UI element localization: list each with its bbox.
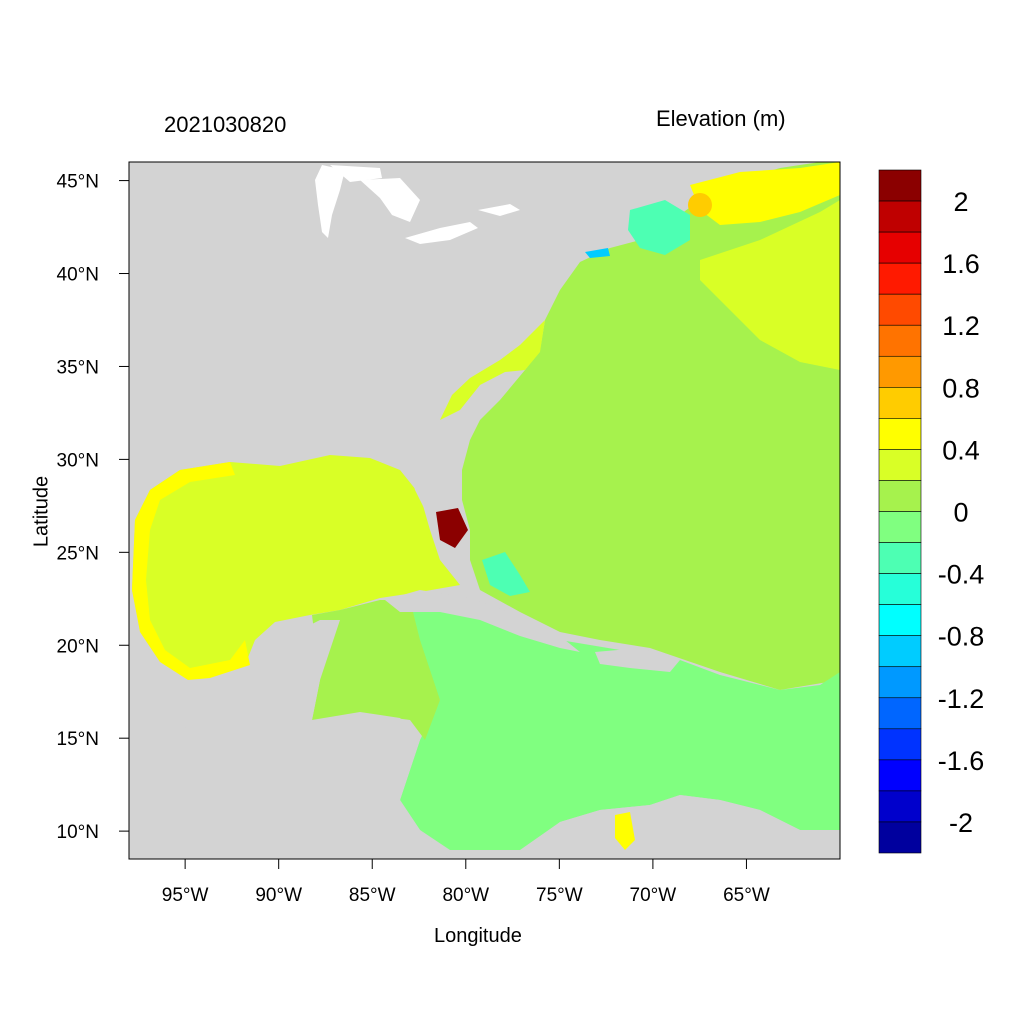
cuba: [385, 590, 580, 652]
x-tick-label: 75°W: [536, 885, 583, 906]
colorbar-swatch: [878, 666, 922, 699]
colorbar-swatch: [878, 262, 922, 295]
colorbar-swatch: [878, 728, 922, 761]
colorbar-label: -1.2: [938, 684, 985, 714]
gulf-coast-yellow: [132, 462, 250, 680]
colorbar-label: -1.6: [938, 746, 985, 776]
colorbar-swatch: [878, 387, 922, 419]
colorbar-label: 1.2: [942, 311, 980, 341]
variable-title: Elevation (m): [656, 106, 786, 131]
colorbar-label: 0.8: [942, 373, 980, 403]
colorbar-label: 1.6: [942, 249, 980, 279]
colorbar-label: 2: [953, 187, 968, 217]
y-tick-label: 30°N: [57, 450, 99, 471]
maracaibo-lake: [615, 812, 635, 850]
great-lakes: [315, 165, 520, 244]
x-tick-label: 65°W: [723, 885, 770, 906]
y-tick-label: 25°N: [57, 543, 99, 564]
colorbar-label: 0: [953, 498, 968, 528]
colorbar: 2 1.6 1.2 0.8 0.4 0 -0.4 -0.8 -1.2 -1.6 -2: [878, 169, 985, 854]
colorbar-swatch: [878, 635, 922, 668]
offshore-yellow-area: [700, 200, 840, 370]
map-plot-area: [129, 162, 840, 859]
colorbar-swatch: [878, 200, 922, 233]
y-tick-label: 15°N: [57, 729, 99, 750]
yucatan-channel: [312, 600, 440, 740]
bahamas-cyan: [482, 552, 530, 596]
colorbar-swatch: [878, 790, 922, 823]
colorbar-swatch: [878, 355, 922, 388]
colorbar-swatch: [878, 759, 922, 792]
colorbar-label: -0.4: [938, 560, 985, 590]
colorbar-swatch: [878, 604, 922, 636]
colorbar-label: -0.8: [938, 622, 985, 652]
colorbar-swatch: [878, 449, 922, 481]
east-coast-band: [440, 320, 545, 420]
y-tick-label: 45°N: [57, 172, 99, 193]
gulf-maine-band: [690, 162, 840, 225]
long-island-blue: [585, 248, 610, 258]
colorbar-swatch: [878, 480, 922, 512]
south-florida-surge: [436, 508, 468, 548]
y-tick-label: 20°N: [57, 636, 99, 657]
cape-cod-cyan: [628, 200, 690, 255]
hispaniola: [595, 648, 680, 672]
x-tick-label: 95°W: [162, 885, 209, 906]
x-axis-label: Longitude: [434, 925, 522, 947]
colorbar-swatch: [878, 231, 922, 264]
timestamp-title: 2021030820: [164, 112, 287, 137]
colorbar-swatch: [878, 573, 922, 605]
central-america: [129, 620, 450, 859]
y-tick-label: 10°N: [57, 822, 99, 843]
x-tick-label: 90°W: [255, 885, 302, 906]
colorbar-swatch: [878, 821, 922, 854]
colorbar-swatch: [878, 697, 922, 730]
colorbar-swatch: [878, 169, 922, 202]
colorbar-label: 0.4: [942, 435, 980, 465]
axis-ticks: 95°W 90°W 85°W 80°W 75°W 70°W 65°W 45°N 40°N 35°N…: [57, 172, 770, 906]
colorbar-swatch: [878, 293, 922, 326]
x-tick-label: 80°W: [442, 885, 489, 906]
caribbean-sea: [400, 598, 840, 850]
x-tick-label: 70°W: [630, 885, 677, 906]
plot-frame: [128, 161, 841, 860]
colorbar-swatch: [878, 511, 922, 543]
y-tick-label: 35°N: [57, 357, 99, 378]
south-america: [520, 795, 840, 859]
gulf-of-mexico: [132, 455, 460, 678]
gulf-maine-orange: [688, 193, 712, 217]
y-tick-label: 40°N: [57, 265, 99, 286]
colorbar-swatch: [878, 542, 922, 574]
x-tick-label: 85°W: [349, 885, 396, 906]
colorbar-swatch: [878, 324, 922, 357]
colorbar-label: -2: [949, 808, 973, 838]
colorbar-swatch: [878, 418, 922, 450]
